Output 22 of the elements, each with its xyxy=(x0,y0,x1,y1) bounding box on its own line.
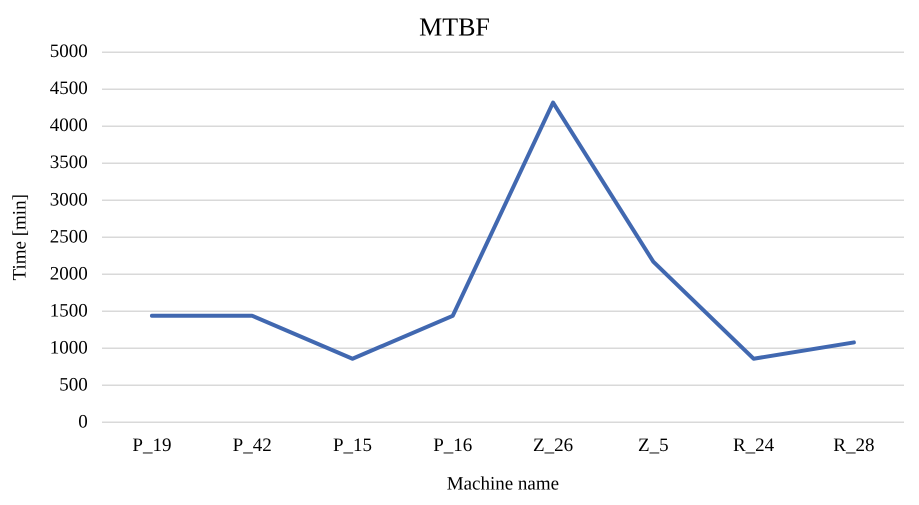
x-tick-label: R_24 xyxy=(732,434,775,456)
x-axis-title: Machine name xyxy=(446,474,560,495)
x-tick-label: P_16 xyxy=(433,434,472,456)
x-tick-label: P_42 xyxy=(232,434,272,456)
y-tick-label: 500 xyxy=(59,374,88,396)
y-tick-label: 4500 xyxy=(50,78,88,100)
y-tick-label: 2000 xyxy=(50,263,88,284)
y-tick-label: 1000 xyxy=(50,337,88,358)
x-tick-label: R_28 xyxy=(833,434,874,456)
y-tick-label: 5000 xyxy=(50,41,88,62)
x-tick-label: Z_5 xyxy=(638,434,669,456)
y-tick-label: 4000 xyxy=(50,115,88,136)
x-tick-label: P_19 xyxy=(132,434,172,456)
x-tick-label: Z_26 xyxy=(532,434,574,456)
y-tick-label: 3000 xyxy=(50,189,88,210)
y-tick-label: 2500 xyxy=(50,226,88,248)
x-tick-label: P_15 xyxy=(332,434,372,456)
y-tick-label: 0 xyxy=(78,411,88,432)
y-axis-title: Time [min] xyxy=(9,194,30,280)
y-tick-label: 3500 xyxy=(50,152,88,174)
chart-title: MTBF xyxy=(419,12,490,42)
y-tick-label: 1500 xyxy=(50,300,88,322)
